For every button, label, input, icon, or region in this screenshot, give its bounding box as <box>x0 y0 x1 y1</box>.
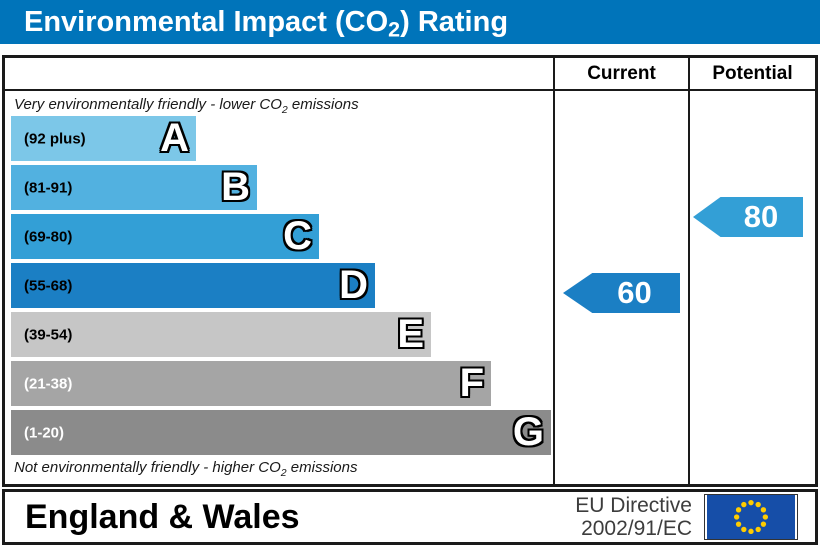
band-row: (39-54) E <box>11 312 551 357</box>
band-bar: (92 plus) A <box>11 116 196 161</box>
top-note-pre: Very environmentally friendly - lower CO <box>14 96 282 113</box>
footer-bar: England & Wales EU Directive 2002/91/EC <box>2 489 818 545</box>
chart-title-pre: Environmental Impact (CO <box>24 5 389 38</box>
band-letter: A <box>160 115 189 160</box>
band-letter: D <box>339 262 368 307</box>
band-letter: F <box>459 360 484 405</box>
current-column-header: Current <box>587 62 656 84</box>
band-range-label: (92 plus) <box>24 130 86 147</box>
chart-title-subscript: 2 <box>388 16 401 41</box>
potential-column-divider <box>688 58 690 484</box>
table-header-row: Current Potential <box>5 58 815 91</box>
band-range-label: (55-68) <box>24 277 73 294</box>
current-rating-arrow: 60 <box>563 273 680 313</box>
band-row: (92 plus) A <box>11 116 551 161</box>
potential-column-header: Potential <box>712 62 793 84</box>
eu-directive-line1: EU Directive <box>575 493 692 517</box>
band-row: (81-91) B <box>11 165 551 210</box>
band-bar: (1-20) G <box>11 410 551 455</box>
bottom-note-subscript: 2 <box>280 467 287 479</box>
band-row: (55-68) D <box>11 263 551 308</box>
band-row: (1-20) G <box>11 410 551 455</box>
band-range-label: (21-38) <box>24 375 73 392</box>
rating-table: Current Potential Very environmentally f… <box>2 55 818 487</box>
chart-title: Environmental Impact (CO2) Rating <box>24 5 509 41</box>
band-row: (21-38) F <box>11 361 551 406</box>
bottom-note-pre: Not environmentally friendly - higher CO <box>14 459 281 476</box>
top-note-subscript: 2 <box>281 104 288 116</box>
current-rating-value: 60 <box>617 275 652 310</box>
bands-container: (92 plus) A (81-91) B (69-80) C (55-68) … <box>11 116 551 459</box>
band-letter: C <box>283 213 312 258</box>
current-column-divider <box>553 58 555 484</box>
band-letter: G <box>512 409 544 454</box>
eu-flag-icon <box>704 494 798 540</box>
eu-directive-label: EU Directive 2002/91/EC <box>575 494 704 540</box>
band-range-label: (1-20) <box>24 424 65 441</box>
band-range-label: (81-91) <box>24 179 73 196</box>
top-note-post: emissions <box>287 96 359 113</box>
eu-directive-line2: 2002/91/EC <box>581 517 692 540</box>
band-letter: E <box>397 311 424 356</box>
potential-rating-value: 80 <box>743 199 779 234</box>
chart-title-bar: Environmental Impact (CO2) Rating <box>0 0 820 44</box>
band-bar: (81-91) B <box>11 165 257 210</box>
band-letter: B <box>221 164 250 209</box>
bottom-note: Not environmentally friendly - higher CO… <box>14 459 358 479</box>
potential-rating-arrow: 80 <box>693 197 803 237</box>
top-note: Very environmentally friendly - lower CO… <box>14 96 359 116</box>
band-bar: (55-68) D <box>11 263 375 308</box>
band-bar: (69-80) C <box>11 214 319 259</box>
band-row: (69-80) C <box>11 214 551 259</box>
band-range-label: (39-54) <box>24 326 73 343</box>
bottom-note-post: emissions <box>286 459 358 476</box>
band-bar: (21-38) F <box>11 361 491 406</box>
band-range-label: (69-80) <box>24 228 73 245</box>
band-bar: (39-54) E <box>11 312 431 357</box>
region-label: England & Wales <box>25 497 300 536</box>
chart-title-post: ) Rating <box>400 5 509 38</box>
